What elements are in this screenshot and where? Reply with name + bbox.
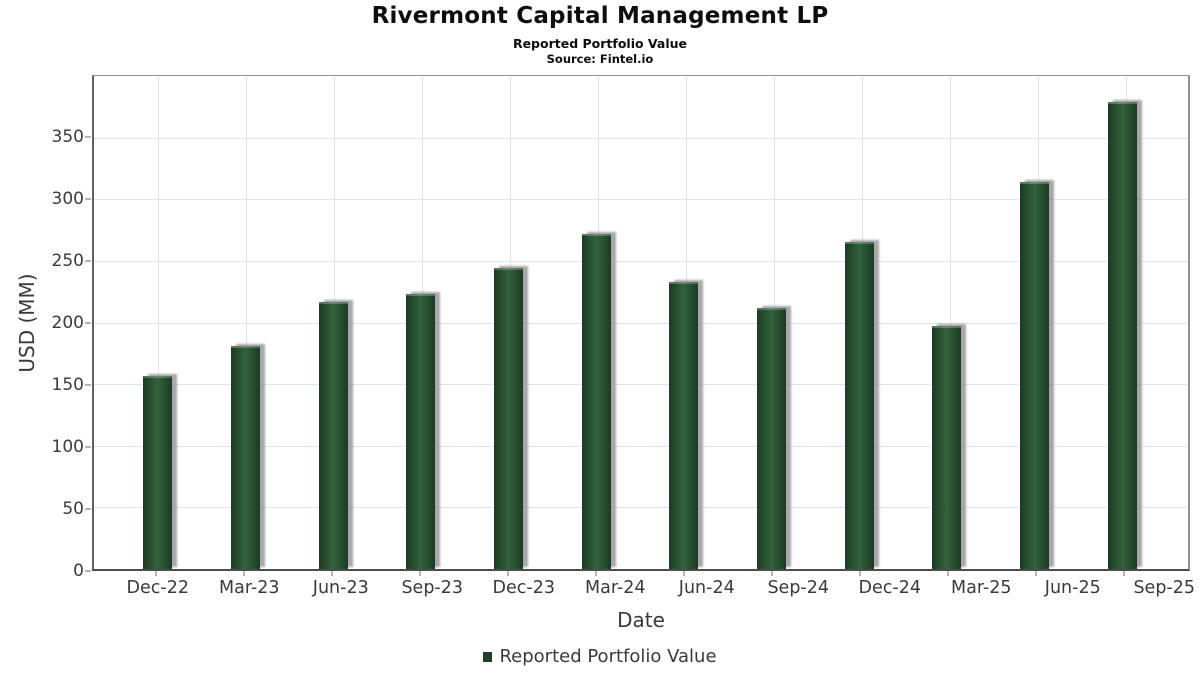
x-tick-mark — [1123, 571, 1125, 576]
x-tick-label: Mar-24 — [585, 578, 646, 598]
bar-mar-25 — [932, 326, 962, 569]
h-gridline — [94, 137, 1188, 139]
bar-slot — [114, 76, 202, 569]
y-tick-label: 150 — [51, 375, 84, 395]
x-tick-mark — [595, 571, 597, 576]
bar-jun-25 — [1020, 182, 1050, 569]
bar-jun-23 — [318, 301, 348, 569]
h-gridline — [94, 260, 1188, 262]
bar-slot — [552, 76, 640, 569]
x-tick-label: Sep-24 — [767, 578, 830, 598]
h-gridline — [94, 322, 1188, 324]
y-tick-mark — [85, 570, 91, 572]
legend: Reported Portfolio Value — [0, 646, 1200, 667]
y-tick-mark — [85, 322, 91, 324]
bar-sep-25 — [1107, 101, 1137, 569]
chart-source: Source: Fintel.io — [546, 52, 654, 66]
legend-marker-icon — [483, 651, 493, 662]
legend-label: Reported Portfolio Value — [499, 646, 717, 667]
x-tick-label: Dec-22 — [126, 578, 189, 598]
chart-subtitle: Reported Portfolio Value — [512, 36, 688, 51]
chart-title: Rivermont Capital Management LP — [371, 3, 829, 29]
x-tick-label: Sep-25 — [1133, 578, 1196, 598]
x-tick-mark — [419, 571, 421, 576]
x-tick-label: Jun-24 — [678, 578, 735, 598]
bar-sep-23 — [406, 294, 436, 569]
x-tick-mark — [507, 571, 509, 576]
bar-slot — [903, 76, 991, 569]
bar-slot — [728, 76, 816, 569]
x-tick-mark — [859, 571, 861, 576]
x-tick-mark — [683, 571, 685, 576]
bar-slot — [465, 76, 553, 569]
x-tick-mark — [155, 571, 157, 576]
bar-slot — [815, 76, 903, 569]
y-tick-mark — [85, 508, 91, 510]
x-tick-label: Dec-24 — [858, 578, 921, 598]
bar-sep-24 — [757, 307, 787, 569]
y-tick-label: 200 — [51, 313, 84, 333]
y-tick-label: 0 — [73, 561, 84, 581]
bar-slot — [377, 76, 465, 569]
x-tick-label: Mar-25 — [951, 578, 1012, 598]
bar-slot — [202, 76, 290, 569]
bar-slot — [289, 76, 377, 569]
h-gridline — [94, 384, 1188, 386]
x-tick-label: Mar-23 — [219, 578, 280, 598]
y-tick-label: 50 — [62, 499, 84, 519]
bar-slot — [1078, 76, 1166, 569]
x-tick-mark — [243, 571, 245, 576]
h-gridline — [94, 199, 1188, 201]
y-tick-mark — [85, 384, 91, 386]
v-gridline — [246, 76, 247, 569]
bar-dec-23 — [494, 268, 524, 569]
x-tick-label: Sep-23 — [401, 578, 464, 598]
plot-area — [92, 75, 1190, 571]
bar-dec-22 — [143, 375, 173, 569]
bar-jun-24 — [669, 281, 699, 569]
bars-row — [94, 76, 1188, 569]
x-axis-label: Date — [617, 608, 665, 632]
y-tick-label: 250 — [51, 251, 84, 271]
h-gridline — [94, 507, 1188, 509]
bar-mar-24 — [581, 233, 611, 569]
y-tick-label: 300 — [51, 189, 84, 209]
y-tick-mark — [85, 446, 91, 448]
x-tick-mark — [771, 571, 773, 576]
y-tick-mark — [85, 136, 91, 138]
h-gridline — [94, 445, 1188, 447]
x-tick-label: Jun-25 — [1044, 578, 1101, 598]
v-gridline — [158, 76, 159, 569]
bar-slot — [991, 76, 1079, 569]
x-tick-label: Dec-23 — [492, 578, 555, 598]
x-tick-labels: Dec-22 Mar-23 Jun-23 Sep-23 Dec-23 Mar-24 Jun-… — [92, 578, 1200, 598]
x-tick-label: Jun-23 — [312, 578, 369, 598]
y-tick-label: 350 — [51, 127, 84, 147]
x-tick-mark — [947, 571, 949, 576]
bar-mar-23 — [231, 345, 260, 569]
y-tick-mark — [85, 260, 91, 262]
bar-slot — [640, 76, 728, 569]
x-tick-mark — [331, 571, 333, 576]
y-tick-label: 100 — [51, 437, 84, 457]
x-tick-mark — [1035, 571, 1037, 576]
y-tick-mark — [85, 198, 91, 200]
bar-dec-24 — [844, 242, 874, 569]
v-gridline — [950, 76, 951, 569]
